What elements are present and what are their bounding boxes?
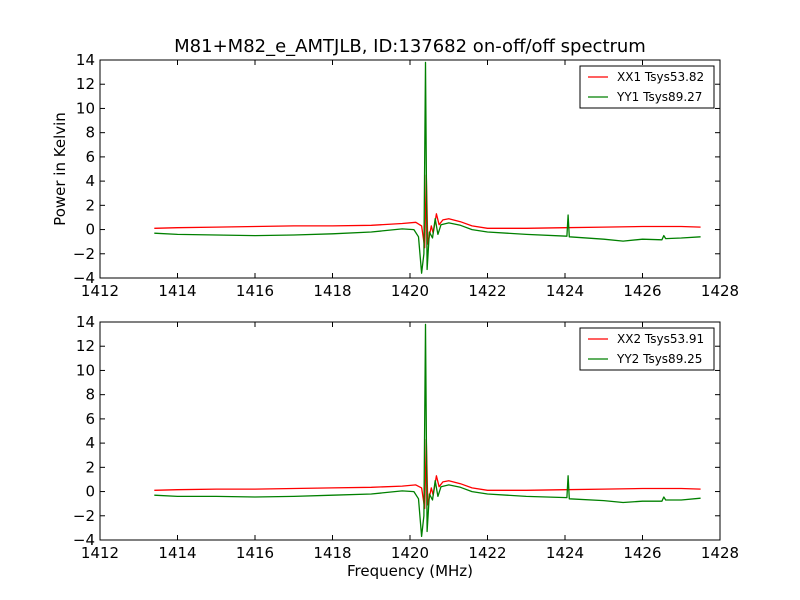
y-tick-label: 10 (76, 361, 95, 379)
legend-entry: YY1 Tsys89.27 (616, 90, 702, 104)
y-tick-label: −4 (73, 269, 95, 287)
x-tick-label: 1412 (81, 544, 119, 562)
y-tick-label: −4 (73, 531, 95, 549)
y-tick-label: 6 (85, 148, 95, 166)
x-tick-label: 1416 (236, 544, 274, 562)
y-tick-label: 0 (85, 483, 95, 501)
x-tick-label: 1422 (468, 282, 506, 300)
series-line-1 (154, 174, 701, 249)
y-tick-label: 8 (85, 386, 95, 404)
y-tick-label: −2 (73, 507, 95, 525)
y-tick-label: 6 (85, 410, 95, 428)
x-tick-label: 1428 (701, 544, 739, 562)
x-tick-label: 1424 (546, 544, 584, 562)
series-line-2 (154, 61, 701, 274)
y-tick-label: 12 (76, 337, 95, 355)
y-tick-label: 14 (76, 313, 95, 331)
panels-group: 1412 1414 1416 1418 1420 1422 1424 1426 1428−4−2… (73, 51, 739, 562)
x-tick-label: 1418 (313, 544, 351, 562)
x-tick-label: 1426 (623, 544, 661, 562)
y-tick-label: 8 (85, 124, 95, 142)
legend-entry: XX1 Tsys53.82 (617, 70, 704, 84)
x-tick-label: 1420 (391, 282, 429, 300)
x-tick-label: 1412 (81, 282, 119, 300)
legend: XX1 Tsys53.82 YY1 Tsys89.27 (579, 65, 715, 109)
legend-entry: YY2 Tsys89.25 (616, 352, 702, 366)
x-tick-label: 1418 (313, 282, 351, 300)
x-tick-label: 1422 (468, 544, 506, 562)
x-tick-label: 1428 (701, 282, 739, 300)
y-tick-label: 2 (85, 196, 95, 214)
x-tick-label: 1424 (546, 282, 584, 300)
y-axis-label: Power in Kelvin (51, 112, 69, 226)
legend-box (579, 327, 715, 371)
legend: XX2 Tsys53.91 YY2 Tsys89.25 (579, 327, 715, 371)
y-tick-label: 0 (85, 221, 95, 239)
x-tick-label: 1420 (391, 544, 429, 562)
panel-2: 1412 1414 1416 1418 1420 1422 1424 1426 1428−4−2… (73, 313, 739, 562)
y-tick-label: −2 (73, 245, 95, 263)
series-line-1 (154, 438, 701, 510)
y-tick-label: 14 (76, 51, 95, 69)
y-tick-label: 2 (85, 458, 95, 476)
figure-title: M81+M82_e_AMTJLB, ID:137682 on-off/off s… (174, 36, 646, 57)
x-axis-label: Frequency (MHz) (347, 562, 473, 580)
x-tick-label: 1414 (158, 544, 196, 562)
legend-box (579, 65, 715, 109)
y-tick-label: 4 (85, 172, 95, 190)
panel-1: 1412 1414 1416 1418 1420 1422 1424 1426 1428−4−2… (73, 51, 739, 300)
x-tick-label: 1416 (236, 282, 274, 300)
x-tick-label: 1426 (623, 282, 661, 300)
x-tick-label: 1414 (158, 282, 196, 300)
legend-entry: XX2 Tsys53.91 (617, 332, 704, 346)
y-tick-label: 10 (76, 99, 95, 117)
y-tick-label: 12 (76, 75, 95, 93)
series-line-2 (154, 323, 701, 538)
y-tick-label: 4 (85, 434, 95, 452)
